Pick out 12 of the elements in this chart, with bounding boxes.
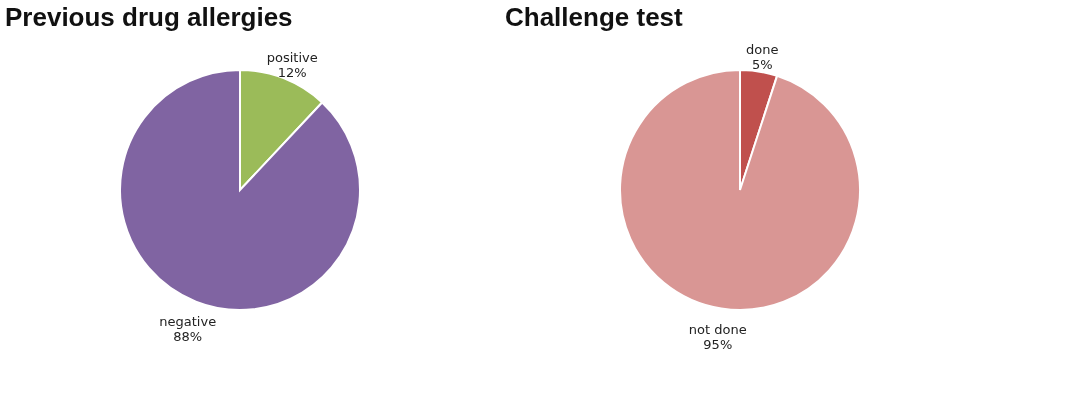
pie-slice <box>619 69 861 311</box>
slice-label: done <box>745 41 779 57</box>
data-label: 5% <box>751 56 773 72</box>
slice-label: positive <box>266 49 318 65</box>
data-label: 12% <box>277 64 307 80</box>
data-label: 88% <box>173 329 203 345</box>
chart-title: Challenge test <box>505 2 684 32</box>
slice-label: negative <box>159 314 217 330</box>
pie-slice <box>119 69 361 311</box>
data-label: 95% <box>703 337 733 353</box>
chart-title: Previous drug allergies <box>5 2 293 32</box>
slice-label: not done <box>688 322 747 338</box>
